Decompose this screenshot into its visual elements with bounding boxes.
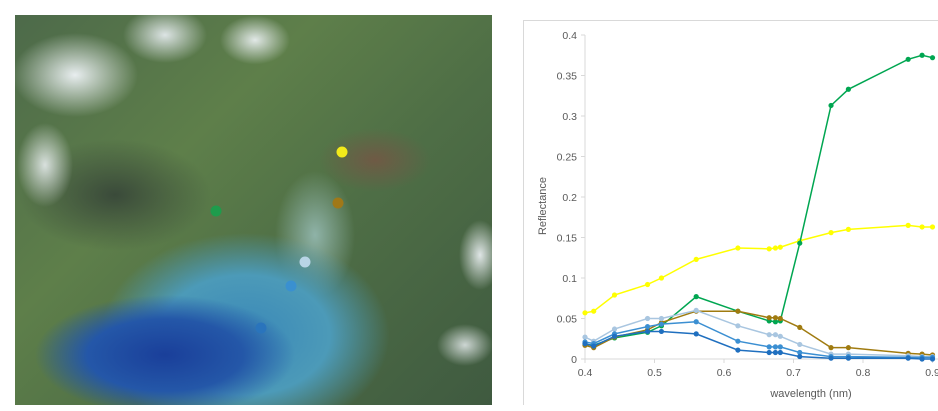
data-point — [735, 245, 741, 251]
data-point — [766, 344, 772, 350]
x-tick-label: 0.7 — [786, 367, 801, 379]
data-point — [735, 323, 741, 329]
data-point — [644, 281, 651, 288]
data-point — [766, 246, 772, 252]
y-axis-label: Reflectance — [537, 177, 549, 235]
reflectance-chart: Reflectance wavelength (nm) 0 0.05 0.1 0.15… — [523, 20, 938, 405]
series-line-4 — [584, 320, 933, 359]
data-point — [797, 240, 803, 246]
data-point — [797, 349, 803, 356]
data-point — [845, 86, 852, 92]
series-line-3 — [584, 309, 933, 358]
data-point — [693, 319, 699, 325]
data-point — [735, 338, 741, 344]
y-tick-label: 0.05 — [557, 314, 578, 326]
data-point — [919, 52, 925, 58]
data-point — [591, 343, 597, 349]
data-point — [772, 319, 779, 325]
data-point — [919, 356, 925, 362]
series-line-1 — [584, 54, 933, 346]
data-point — [611, 333, 618, 339]
data-point — [644, 315, 651, 322]
data-point — [735, 347, 741, 353]
data-point — [929, 224, 936, 230]
data-point — [797, 324, 803, 331]
sample-point-green — [210, 205, 222, 217]
x-tick-label: 0.8 — [856, 367, 871, 379]
chart-svg: Reflectance wavelength (nm) 0 0.05 0.1 0.15… — [537, 30, 938, 400]
data-point — [772, 332, 779, 338]
data-point — [693, 294, 699, 300]
data-point — [644, 324, 651, 330]
x-tick-label: 0.5 — [647, 367, 662, 379]
data-point — [772, 344, 779, 350]
data-point — [777, 333, 783, 339]
data-point — [777, 315, 783, 322]
data-point — [797, 353, 803, 360]
data-point — [766, 315, 772, 321]
data-point — [658, 315, 665, 322]
data-point — [582, 310, 588, 316]
data-point — [845, 345, 852, 351]
data-point — [591, 308, 597, 314]
data-point — [611, 326, 618, 332]
data-point — [772, 245, 779, 251]
data-point — [777, 244, 783, 250]
data-point — [611, 292, 618, 298]
data-point — [777, 344, 783, 350]
sample-point-brown — [332, 197, 344, 209]
y-tick-label: 0 — [571, 354, 577, 366]
data-point — [658, 275, 665, 281]
y-tick-label: 0.35 — [557, 71, 578, 83]
data-point — [828, 355, 834, 361]
data-point — [766, 332, 772, 338]
data-point — [582, 341, 588, 347]
sample-point-mid-blue — [285, 280, 297, 292]
x-tick-label: 0.4 — [578, 367, 593, 379]
data-point — [772, 315, 779, 321]
data-point — [828, 345, 834, 351]
data-point — [929, 356, 936, 362]
data-point — [693, 331, 699, 337]
x-axis-label: wavelength (nm) — [769, 388, 851, 400]
y-tick-label: 0.2 — [562, 192, 577, 204]
data-point — [797, 341, 803, 348]
data-point — [845, 226, 852, 232]
data-point — [845, 355, 852, 361]
data-point — [735, 308, 741, 314]
y-tick-label: 0.15 — [557, 233, 578, 245]
data-point — [772, 349, 779, 356]
y-tick-label: 0.3 — [562, 111, 577, 123]
satellite-image — [15, 15, 492, 405]
data-point — [693, 307, 699, 313]
x-tick-label: 0.9 — [925, 367, 938, 379]
data-point — [929, 55, 936, 61]
y-tick-label: 0.25 — [557, 152, 578, 164]
data-point — [828, 102, 834, 109]
data-point — [905, 355, 911, 361]
sample-point-light-blue — [299, 256, 311, 268]
y-tick-label: 0.1 — [562, 273, 577, 285]
data-point — [828, 230, 834, 236]
data-point — [658, 321, 665, 327]
sample-point-dark-blue — [255, 322, 267, 334]
y-tick-label: 0.4 — [562, 30, 577, 42]
series-line-5 — [584, 330, 933, 360]
data-point — [905, 222, 911, 228]
series-line-0 — [584, 224, 933, 314]
data-point — [693, 256, 699, 262]
data-point — [766, 349, 772, 356]
data-point — [905, 56, 911, 62]
data-point — [919, 224, 925, 230]
x-tick-label: 0.6 — [717, 367, 732, 379]
data-point — [582, 334, 588, 340]
sample-point-yellow — [336, 146, 348, 158]
data-point — [644, 328, 651, 335]
data-point — [658, 328, 665, 335]
data-point — [777, 349, 783, 356]
